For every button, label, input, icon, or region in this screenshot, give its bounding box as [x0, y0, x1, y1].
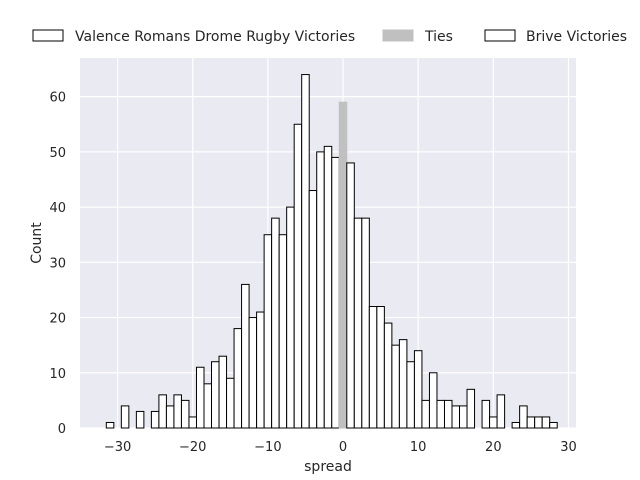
histogram-bar [353, 217, 363, 429]
histogram-bar [286, 206, 295, 429]
x-tick-label: −10 [254, 440, 281, 455]
histogram-bar [443, 399, 453, 429]
histogram-bar [135, 410, 145, 429]
histogram-bar [211, 361, 220, 429]
histogram-bar [451, 405, 461, 429]
histogram-bar [188, 416, 197, 429]
histogram-bar [481, 399, 491, 429]
histogram-bar [459, 405, 468, 429]
y-tick-label: 60 [49, 91, 66, 106]
legend-swatch-brive [484, 29, 516, 42]
histogram-bar [436, 399, 445, 429]
x-tick-label: 10 [410, 440, 427, 455]
histogram-bar [301, 74, 310, 429]
y-tick-label: 10 [49, 367, 66, 382]
legend-swatch-valence [32, 29, 64, 42]
histogram-bar [489, 416, 498, 429]
x-tick-label: −20 [179, 440, 206, 455]
histogram-bar [338, 101, 348, 429]
legend-label-valence: Valence Romans Drome Rugby Victories [75, 29, 355, 45]
histogram-bar [428, 372, 438, 429]
y-axis-label: Count [29, 222, 45, 264]
legend: Valence Romans Drome Rugby Victories Tie… [32, 29, 627, 45]
histogram-bar [278, 234, 288, 429]
histogram-bar [180, 399, 190, 429]
y-axis-ticks: 0 10 20 30 40 50 60 [49, 91, 66, 437]
y-tick-label: 20 [49, 312, 66, 327]
x-axis-label: spread [304, 459, 352, 475]
y-tick-label: 50 [49, 146, 66, 161]
y-tick-label: 40 [49, 201, 66, 216]
histogram-bar [165, 405, 175, 429]
histogram-bar [316, 151, 325, 429]
histogram-bar [406, 361, 415, 429]
histogram-bar [248, 317, 258, 429]
histogram-bar [361, 217, 370, 429]
x-tick-label: −30 [104, 440, 131, 455]
x-tick-label: 30 [560, 440, 577, 455]
histogram-bar [241, 283, 250, 429]
histogram-bar [293, 123, 303, 429]
histogram-bar [519, 405, 528, 429]
histogram-bar [421, 399, 430, 429]
histogram-bar [173, 394, 182, 429]
histogram-bar [105, 421, 115, 429]
histogram-bar [549, 421, 558, 429]
histogram-bar [346, 162, 355, 429]
histogram-bar [233, 328, 243, 429]
histogram-bar [541, 416, 551, 429]
histogram-bar [256, 311, 265, 429]
histogram-bar [526, 416, 536, 429]
histogram-bar [158, 394, 167, 429]
x-axis-ticks: −30 −20 −10 0 10 20 30 [104, 440, 577, 455]
legend-label-ties: Ties [424, 29, 453, 45]
histogram-bar [218, 355, 228, 429]
histogram-bar [466, 388, 476, 429]
y-tick-label: 30 [49, 256, 66, 271]
x-tick-label: 20 [485, 440, 502, 455]
histogram-bar [120, 405, 130, 429]
histogram-bar [308, 190, 318, 429]
y-tick-label: 0 [58, 422, 66, 437]
bars [105, 74, 558, 429]
histogram-bar [391, 344, 400, 429]
histogram-bar [398, 339, 408, 429]
histogram-bar [323, 145, 333, 429]
histogram-bar [413, 350, 423, 429]
x-tick-label: 0 [339, 440, 347, 455]
histogram-bar [203, 383, 213, 429]
histogram-bar [271, 217, 280, 429]
histogram-bar [226, 377, 235, 429]
histogram-bar [496, 394, 506, 429]
histogram-bar [368, 306, 378, 429]
histogram-bar [376, 306, 385, 429]
histogram-bar [331, 156, 340, 429]
histogram-bar [511, 421, 521, 429]
histogram-bar [195, 366, 205, 429]
legend-swatch-ties [382, 29, 414, 42]
histogram-bar [534, 416, 543, 429]
legend-label-brive: Brive Victories [526, 29, 627, 45]
histogram-bar [263, 234, 273, 429]
histogram-bar [150, 410, 160, 429]
histogram-bar [383, 322, 393, 429]
